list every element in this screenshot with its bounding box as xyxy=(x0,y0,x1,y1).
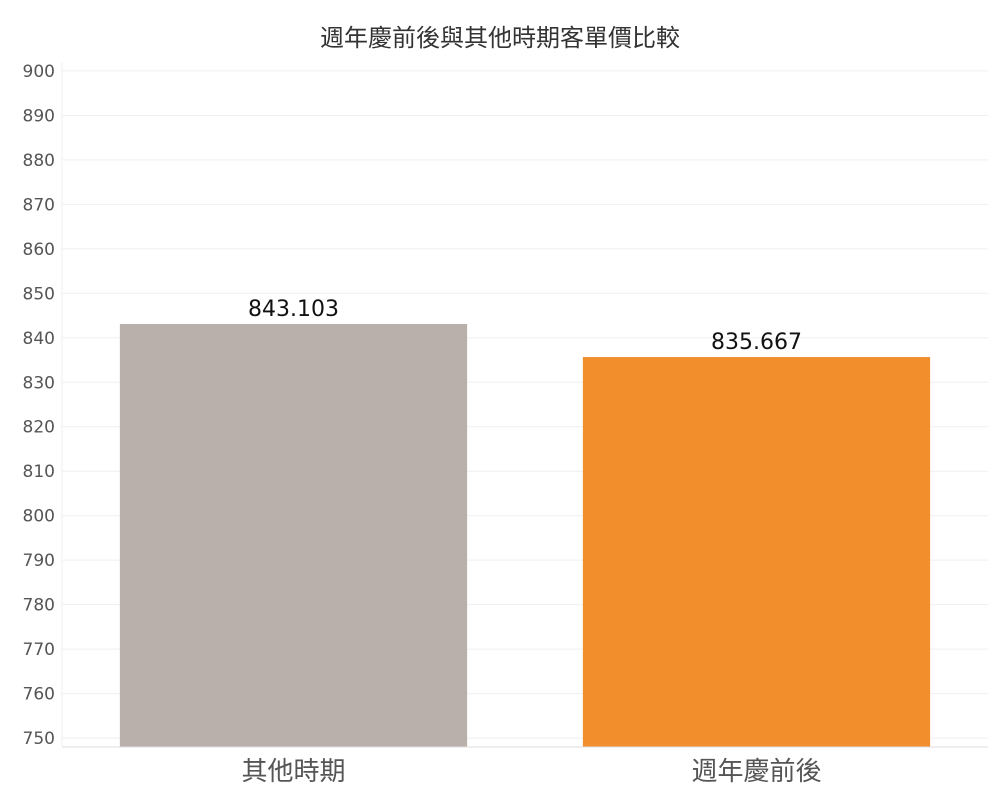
bars xyxy=(119,323,931,747)
y-tick-label: 770 xyxy=(23,640,55,660)
y-tick-label: 850 xyxy=(23,284,55,304)
y-tick-label: 750 xyxy=(23,729,55,749)
bar-1 xyxy=(119,323,468,747)
data-label-1: 843.103 xyxy=(248,297,339,322)
y-tick-label: 870 xyxy=(23,195,55,215)
y-tick-label: 820 xyxy=(23,418,55,438)
y-tick-label: 830 xyxy=(23,373,55,393)
y-tick-label: 890 xyxy=(23,106,55,126)
y-axis-ticks: 750 760 770 780 790 800 810 820 830 840 850 860 870 8… xyxy=(23,62,55,749)
y-tick-label: 780 xyxy=(23,596,55,616)
y-tick-label: 760 xyxy=(23,685,55,705)
y-tick-label: 790 xyxy=(23,551,55,571)
category-label-1: 其他時期 xyxy=(241,757,345,787)
y-tick-label: 800 xyxy=(23,507,55,527)
y-tick-label: 860 xyxy=(23,240,55,260)
bar-2 xyxy=(582,357,931,747)
y-tick-label: 810 xyxy=(23,462,55,482)
y-tick-label: 880 xyxy=(23,151,55,171)
chart-title: 週年慶前後與其他時期客單價比較 xyxy=(320,24,680,52)
y-tick-label: 840 xyxy=(23,329,55,349)
y-tick-label: 900 xyxy=(23,62,55,82)
x-axis-categories: 其他時期 週年慶前後 xyxy=(241,757,821,787)
data-labels: 843.103 835.667 xyxy=(248,297,802,355)
category-label-2: 週年慶前後 xyxy=(691,757,821,787)
data-label-2: 835.667 xyxy=(711,330,802,355)
